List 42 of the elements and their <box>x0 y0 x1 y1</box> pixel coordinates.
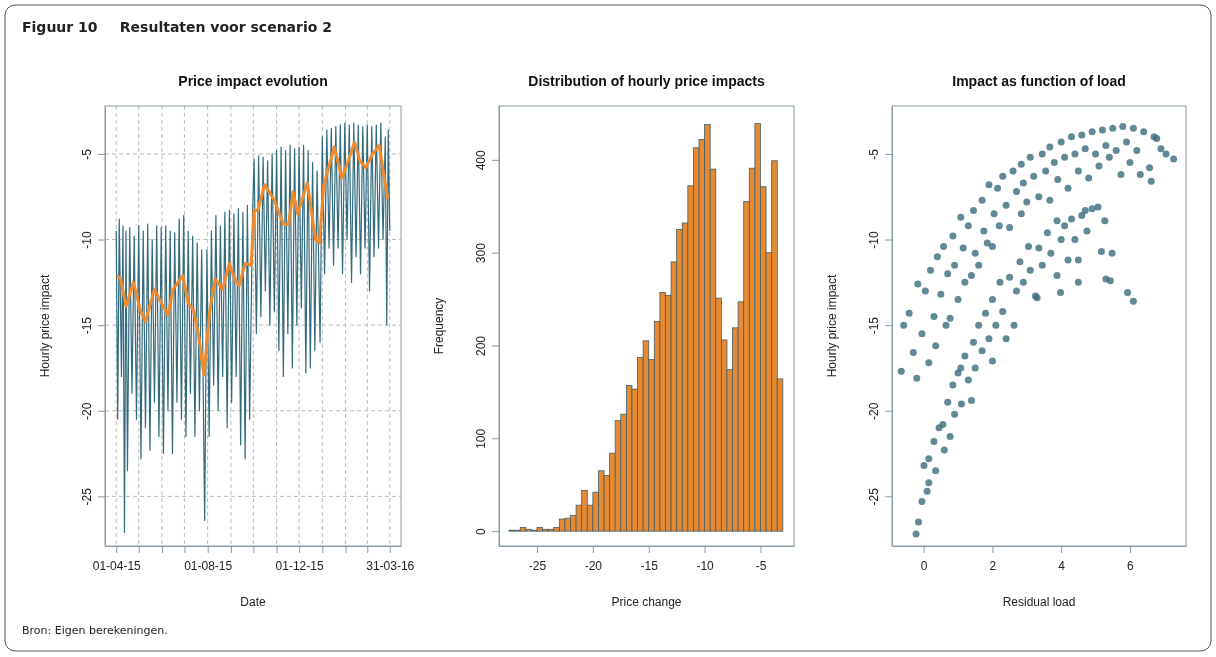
x-tick-label: 01-04-15 <box>92 558 142 573</box>
text: Bron: Eigen berekeningen. <box>22 624 168 637</box>
line-series <box>115 122 391 533</box>
y-tick-label: -20 <box>867 402 881 420</box>
x-tick-label: -25 <box>528 558 547 573</box>
chart-title: Impact as function of load <box>952 73 1126 89</box>
line-series <box>115 140 390 377</box>
x-axis-title: Date <box>240 595 266 609</box>
x-tick-label: 4 <box>1058 558 1066 573</box>
y-tick-label: 400 <box>474 150 488 171</box>
y-tick-label: -25 <box>80 487 94 506</box>
y-tick-label: 0 <box>474 527 488 535</box>
x-tick-label: 01-08-15 <box>184 558 233 573</box>
x-tick-label: 2 <box>989 558 997 573</box>
text: Resultaten voor scenario 2 <box>119 19 333 35</box>
y-tick-label: -5 <box>867 148 881 160</box>
x-axis-title: Residual load <box>1002 595 1076 609</box>
y-tick-label: -10 <box>867 231 881 249</box>
y-tick-label: -25 <box>867 487 881 506</box>
y-tick-label: 200 <box>474 335 488 357</box>
text: Figuur 10 <box>22 19 98 35</box>
y-tick-label: 100 <box>474 428 488 449</box>
y-tick-label: -20 <box>80 402 94 420</box>
x-tick-label: 01-12-15 <box>275 558 324 573</box>
x-tick-label: -20 <box>584 558 603 573</box>
y-tick-label: -5 <box>80 148 94 160</box>
x-tick-label: 31-03-16 <box>366 558 415 573</box>
x-tick-label: 6 <box>1127 558 1135 573</box>
y-tick-label: 300 <box>474 242 488 264</box>
x-tick-label: -10 <box>696 558 715 573</box>
x-tick-label: 0 <box>920 558 928 573</box>
y-tick-label: -15 <box>867 316 881 335</box>
y-axis-title: Hourly price impact <box>38 273 52 378</box>
y-tick-label: -10 <box>80 231 94 249</box>
x-axis-title: Price change <box>611 595 682 609</box>
y-axis-title: Frequency <box>432 297 446 355</box>
y-tick-label: -15 <box>80 316 94 335</box>
chart-title: Distribution of hourly price impacts <box>528 73 765 89</box>
x-tick-label: -5 <box>755 558 767 573</box>
x-tick-label: -15 <box>640 558 659 573</box>
y-axis-title: Hourly price impact <box>825 273 839 378</box>
chart-title: Price impact evolution <box>178 73 328 89</box>
